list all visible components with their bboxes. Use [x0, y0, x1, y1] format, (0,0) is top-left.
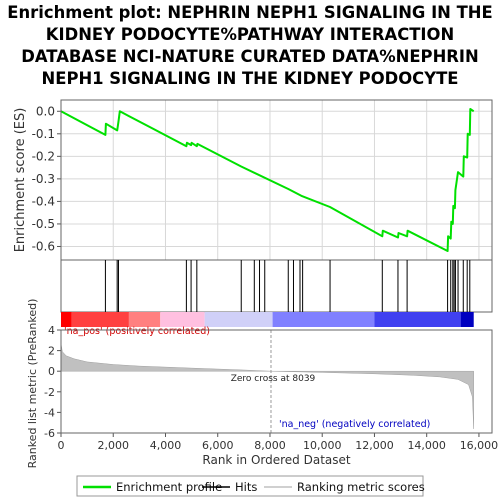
- ranking-color-bar: [61, 312, 474, 327]
- x-tick-label: 0: [58, 439, 65, 452]
- x-tick-label: 14,000: [407, 439, 446, 452]
- enrichment-profile-line: [60, 108, 475, 252]
- y-tick-label: -0.6: [32, 239, 55, 253]
- ranking-bar-segment: [160, 312, 205, 327]
- legend-label: Hits: [235, 480, 257, 494]
- x-tick-label: 12,000: [355, 439, 394, 452]
- neg-label: 'na_neg' (negatively correlated): [279, 419, 430, 430]
- ranking-bar-segment: [460, 312, 474, 327]
- title-line-2: KIDNEY PODOCYTE%PATHWAY INTERACTION: [45, 25, 455, 44]
- legend-box: [76, 475, 424, 497]
- ranking-bar-segment: [71, 312, 129, 327]
- metric-y-tick-label: -4: [44, 406, 55, 419]
- y-tick-label: -0.1: [32, 127, 55, 141]
- x-tick-label: 2,000: [97, 439, 129, 452]
- legend: Enrichment profile Hits Ranking metric sco…: [76, 475, 425, 497]
- metric-y-tick-label: -6: [44, 427, 55, 440]
- x-tick-label: 16,000: [460, 439, 499, 452]
- y-tick-label: 0.0: [36, 104, 55, 118]
- chart-title: Enrichment plot: NEPHRIN NEPH1 SIGNALING…: [0, 2, 500, 90]
- x-tick-label: 8,000: [254, 439, 286, 452]
- x-tick-label: 10,000: [303, 439, 342, 452]
- legend-label: Ranking metric scores: [297, 480, 425, 494]
- metric-y-tick-label: 4: [48, 324, 55, 337]
- enrichment-panel: 0.0 -0.1 -0.2 -0.3 -0.4 -0.5 -0.6 Enrichment sc…: [13, 99, 493, 261]
- hits-frame: [60, 259, 493, 313]
- metric-y-tick-label: 0: [48, 365, 55, 378]
- plot-background: [61, 100, 492, 260]
- y-tick-label: -0.4: [32, 194, 55, 208]
- metric-frame: [60, 329, 493, 434]
- y-tick-label: -0.3: [32, 172, 55, 186]
- title-line-3: DATABASE NCI-NATURE CURATED DATA%NEPHRIN: [21, 47, 479, 66]
- ranking-bar-segment: [204, 312, 273, 327]
- metric-y-axis-label: Ranked list metric (PreRanked): [26, 299, 39, 469]
- legend-label: Enrichment profile: [116, 480, 222, 494]
- x-tick-label: 4,000: [150, 439, 182, 452]
- ranking-bar-segment: [128, 312, 161, 327]
- ranking-bar-segment: [374, 312, 461, 327]
- metric-background: [61, 330, 492, 433]
- pos-label: 'na_pos' (positively correlated): [64, 326, 210, 337]
- y-tick-label: -0.5: [32, 217, 55, 231]
- ranking-bar-segment: [61, 312, 72, 327]
- y-tick-label: -0.2: [32, 149, 55, 163]
- x-tick-label: 6,000: [202, 439, 234, 452]
- metric-y-tick-label: 2: [48, 345, 55, 358]
- hits-panel: [60, 259, 493, 313]
- x-axis-label: Rank in Ordered Dataset: [202, 453, 350, 467]
- ranking-bar-segment: [272, 312, 375, 327]
- y-axis-label: Enrichment score (ES): [13, 108, 28, 253]
- title-line-4: NEPH1 SIGNALING IN THE KIDNEY PODOCYTE: [41, 69, 459, 88]
- metric-panel: Zero cross at 8039 'na_pos' (positively c…: [26, 299, 498, 469]
- zero-cross-label: Zero cross at 8039: [231, 374, 316, 384]
- metric-y-tick-label: -2: [44, 386, 55, 399]
- title-line-1: Enrichment plot: NEPHRIN NEPH1 SIGNALING…: [7, 3, 493, 22]
